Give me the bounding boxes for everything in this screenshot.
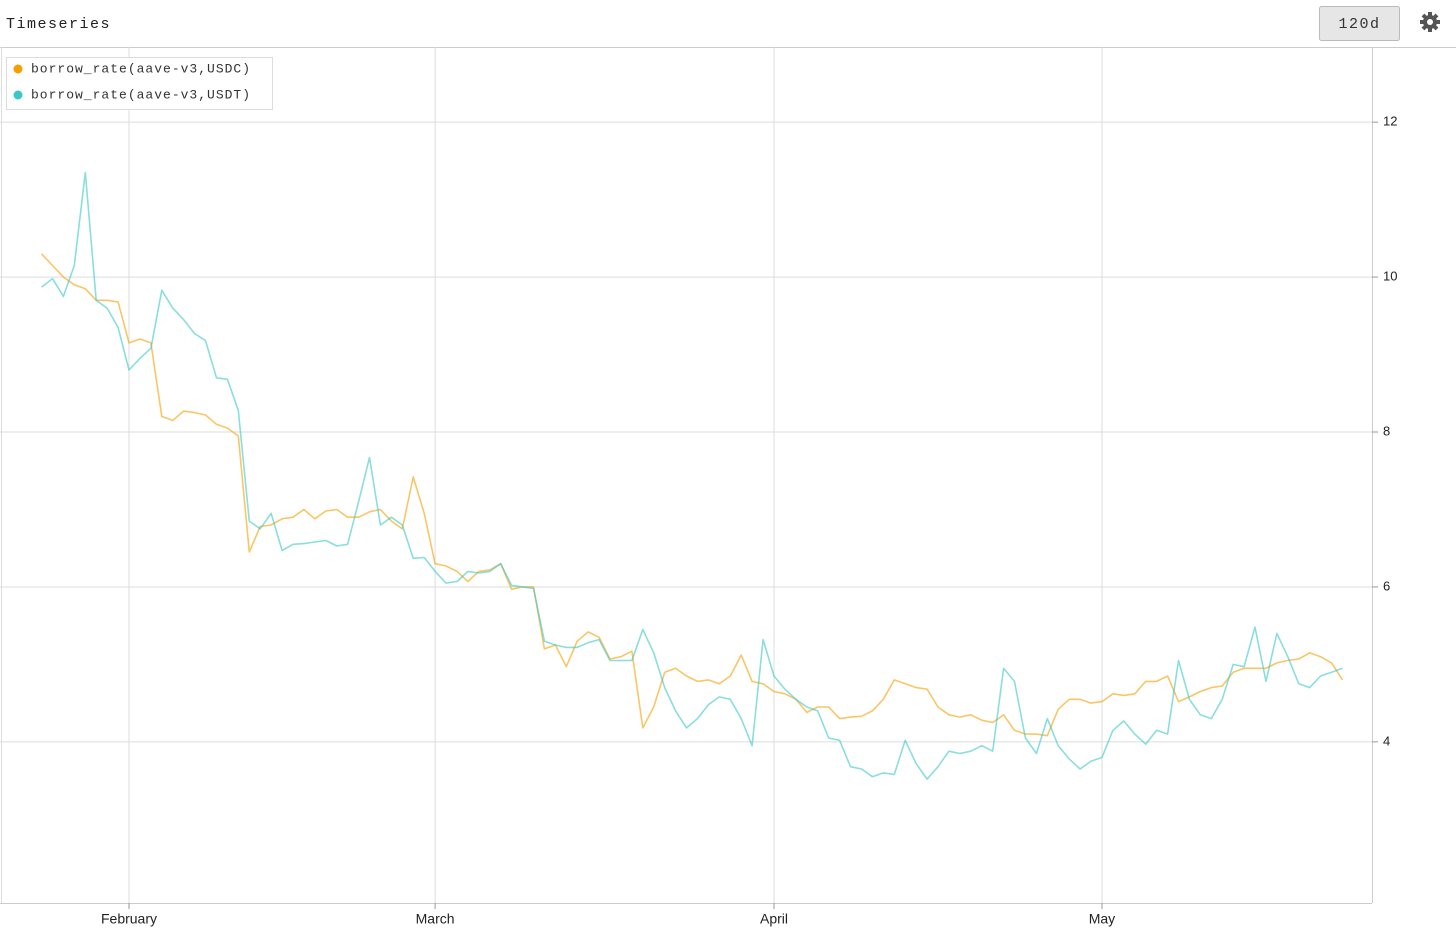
legend: borrow_rate(aave-v3,USDC) borrow_rate(aav… (6, 57, 273, 110)
series-line (40, 253, 1344, 737)
range-button-label[interactable]: 120d (1338, 16, 1380, 33)
y-tick-label: 6 (1383, 578, 1390, 593)
range-button[interactable] (1319, 6, 1400, 41)
series-line (41, 171, 1343, 780)
legend-label: borrow_rate(aave-v3,USDT) (31, 87, 251, 102)
legend-box (6, 57, 273, 110)
legend-label: borrow_rate(aave-v3,USDC) (31, 61, 251, 76)
settings-icon[interactable] (1420, 12, 1440, 32)
x-tick-label: April (760, 911, 788, 927)
y-tick-label: 8 (1383, 423, 1390, 438)
legend-swatch (13, 64, 23, 74)
lines (40, 171, 1344, 780)
x-tick-label: February (101, 911, 157, 927)
legend-swatch (13, 90, 23, 100)
panel-title: Timeseries (6, 16, 111, 33)
x-tick-label: March (416, 911, 455, 927)
y-tick-label: 10 (1383, 269, 1397, 284)
y-tick-label: 4 (1383, 733, 1390, 748)
y-tick-label: 12 (1383, 114, 1397, 129)
x-tick-label: May (1089, 911, 1115, 927)
